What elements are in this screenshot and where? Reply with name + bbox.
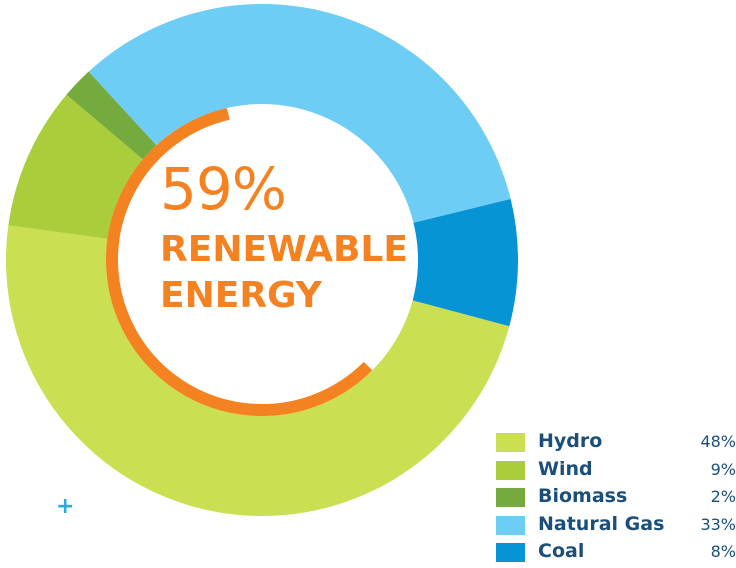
center-label-renewable: RENEWABLE: [160, 229, 408, 270]
legend-swatch: [496, 543, 525, 562]
legend-swatch: [496, 515, 525, 535]
legend-value: 8%: [710, 542, 736, 561]
center-label-energy: ENERGY: [160, 275, 322, 316]
legend-label: Wind: [538, 457, 593, 480]
plus-icon: +: [56, 494, 75, 519]
legend-swatch: [496, 433, 525, 452]
legend-label: Hydro: [538, 430, 603, 452]
legend-value: 48%: [700, 432, 736, 451]
legend-value: 33%: [700, 514, 736, 534]
legend-label: Natural Gas: [538, 512, 665, 535]
legend-value: 2%: [710, 487, 736, 506]
legend-label: Coal: [538, 540, 585, 562]
legend-item-natural-gas: Natural Gas 33%: [496, 513, 736, 541]
legend-item-hydro: Hydro 48%: [496, 430, 736, 458]
donut-hole: [106, 104, 418, 416]
legend-label: Biomass: [538, 485, 628, 507]
legend-item-biomass: Biomass 2%: [496, 485, 736, 513]
legend: Hydro 48% Wind 9% Biomass 2% Natural Gas…: [496, 430, 736, 568]
legend-item-coal: Coal 8%: [496, 540, 736, 568]
legend-item-wind: Wind 9%: [496, 458, 736, 486]
legend-swatch: [496, 488, 525, 507]
center-percent: 59%: [160, 155, 287, 223]
renewable-progress-arc: [106, 108, 373, 416]
legend-value: 9%: [710, 459, 736, 479]
legend-swatch: [496, 460, 525, 480]
